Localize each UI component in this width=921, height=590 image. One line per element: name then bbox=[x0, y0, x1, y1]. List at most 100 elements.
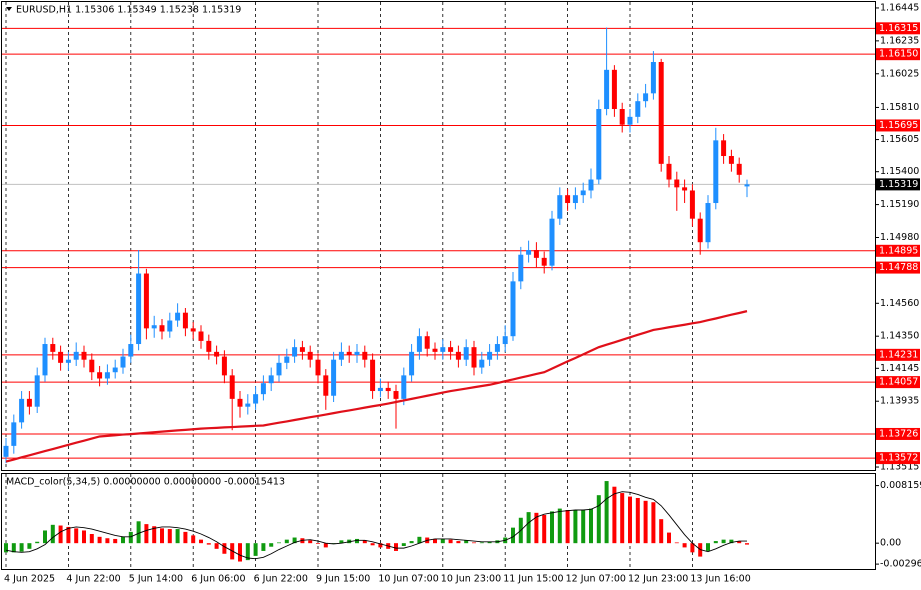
candle-body bbox=[323, 375, 329, 396]
macd-bar bbox=[565, 510, 570, 544]
macd-bar bbox=[573, 510, 578, 544]
level-label-box bbox=[876, 261, 920, 274]
macd-title: MACD_color(5,34,5) 0.00000000 0.00000000… bbox=[6, 477, 285, 488]
candle-body bbox=[479, 359, 485, 368]
macd-bar bbox=[238, 543, 242, 562]
candle-body bbox=[175, 312, 181, 321]
macd-bar bbox=[160, 528, 164, 544]
candle-body bbox=[385, 387, 391, 392]
macd-bar bbox=[58, 525, 63, 544]
candle-body bbox=[541, 257, 547, 266]
macd-bar bbox=[557, 508, 562, 544]
level-label: 1.15695 bbox=[879, 120, 918, 131]
x-tick-label: 12 Jun 23:00 bbox=[628, 574, 688, 585]
candle-body bbox=[182, 312, 188, 329]
candle-body bbox=[206, 340, 212, 352]
candle-body bbox=[299, 347, 305, 352]
candle-body bbox=[307, 351, 313, 360]
candle-body bbox=[635, 101, 641, 117]
candle-body bbox=[245, 403, 251, 407]
macd-bar bbox=[659, 519, 664, 544]
macd-bar bbox=[674, 542, 679, 544]
candle-body bbox=[674, 179, 680, 188]
candle-body bbox=[432, 348, 438, 352]
macd-bar bbox=[542, 514, 547, 544]
level-label-box bbox=[876, 348, 920, 361]
candle-body bbox=[721, 140, 727, 157]
signal-line bbox=[5, 491, 747, 560]
y-tick-label: 1.15400 bbox=[880, 166, 919, 177]
candle-body bbox=[128, 344, 134, 357]
macd-bar bbox=[355, 538, 359, 544]
candle-body bbox=[34, 375, 40, 407]
candle-body bbox=[744, 184, 750, 187]
chart-title: EURUSD,H1 1.15306 1.15349 1.15238 1.1531… bbox=[16, 5, 241, 16]
x-tick-label: 10 Jun 07:00 bbox=[378, 574, 438, 585]
macd-bar bbox=[74, 528, 79, 544]
macd-bar bbox=[183, 531, 188, 544]
level-label-box bbox=[876, 48, 920, 61]
level-label: 1.16150 bbox=[879, 49, 918, 60]
macd-bar bbox=[526, 512, 531, 544]
macd-bar bbox=[105, 538, 110, 544]
level-label: 1.13572 bbox=[879, 453, 918, 464]
candle-body bbox=[580, 190, 586, 196]
candle-body bbox=[643, 93, 649, 102]
macd-bar bbox=[690, 543, 695, 553]
y-tick-label: 1.15190 bbox=[880, 199, 919, 210]
candle-body bbox=[42, 344, 48, 376]
x-tick-label: 5 Jun 14:00 bbox=[129, 574, 183, 585]
candle-body bbox=[487, 351, 493, 360]
macd-bar bbox=[589, 508, 593, 544]
candle-body bbox=[463, 347, 469, 360]
candle-body bbox=[736, 163, 742, 175]
macd-bar bbox=[534, 512, 539, 544]
level-label-box bbox=[876, 452, 920, 465]
candle-body bbox=[666, 163, 672, 180]
candle-body bbox=[221, 356, 227, 376]
candle-body bbox=[112, 367, 118, 373]
candle-body bbox=[292, 347, 298, 357]
level-label: 1.14231 bbox=[879, 349, 918, 360]
macd-bar bbox=[269, 543, 274, 547]
candle-body bbox=[448, 347, 454, 352]
candle-body bbox=[198, 331, 204, 341]
y-tick-label: 1.14980 bbox=[880, 232, 919, 243]
macd-bar bbox=[667, 532, 671, 544]
candle-body bbox=[237, 398, 243, 407]
macd-bar bbox=[339, 540, 344, 544]
macd-bar bbox=[511, 527, 515, 544]
candle-body bbox=[588, 179, 594, 191]
candle-body bbox=[136, 273, 142, 345]
candle-body bbox=[97, 372, 103, 379]
macd-bar bbox=[253, 543, 258, 556]
candle-body bbox=[3, 445, 9, 457]
macd-bar bbox=[144, 524, 149, 544]
candle-body bbox=[73, 351, 79, 360]
candle-body bbox=[533, 250, 539, 258]
macd-bar bbox=[82, 530, 86, 544]
candle-body bbox=[728, 156, 734, 164]
candle-body bbox=[611, 69, 617, 110]
candle-body bbox=[689, 190, 695, 219]
macd-bar bbox=[308, 540, 313, 544]
level-label: 1.13726 bbox=[879, 428, 918, 439]
macd-bar bbox=[97, 536, 102, 544]
candle-body bbox=[549, 218, 555, 266]
y-tick-label: 1.14560 bbox=[880, 298, 919, 309]
macd-bar bbox=[448, 539, 453, 544]
candle-body bbox=[19, 398, 25, 423]
macd-bar bbox=[456, 541, 461, 544]
macd-bar bbox=[128, 531, 133, 544]
candle-body bbox=[502, 336, 508, 345]
macd-bar bbox=[11, 543, 16, 553]
macd-bar bbox=[409, 541, 414, 544]
macd-bar bbox=[316, 543, 320, 544]
macd-bar bbox=[175, 529, 180, 544]
candle-body bbox=[572, 195, 578, 204]
x-tick-label: 11 Jun 15:00 bbox=[503, 574, 563, 585]
macd-bar bbox=[261, 543, 266, 551]
candle-body bbox=[346, 351, 352, 355]
y-tick-label: 1.16445 bbox=[880, 2, 919, 13]
